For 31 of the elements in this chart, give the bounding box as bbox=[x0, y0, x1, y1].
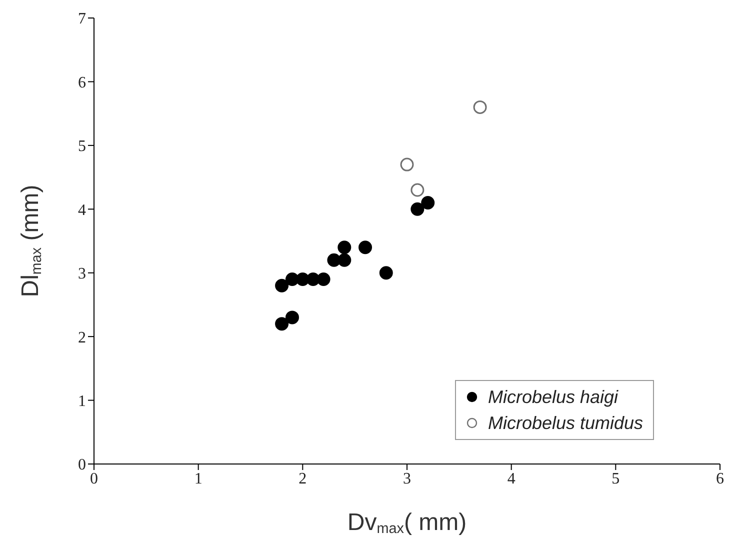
point bbox=[275, 278, 289, 292]
point bbox=[400, 158, 414, 172]
point bbox=[410, 183, 424, 197]
y-tick-label: 0 bbox=[78, 456, 86, 474]
point bbox=[338, 240, 352, 254]
x-tick-label: 6 bbox=[716, 470, 724, 488]
point bbox=[473, 100, 487, 114]
legend-label: Microbelus haigi bbox=[488, 386, 618, 409]
x-tick-label: 0 bbox=[90, 470, 98, 488]
y-tick-label: 1 bbox=[78, 392, 86, 410]
y-tick-label: 4 bbox=[78, 202, 86, 219]
x-tick-label: 1 bbox=[194, 470, 202, 488]
y-tick-label: 5 bbox=[78, 138, 86, 156]
x-axis-title: Dv$_{max}$( mm) bbox=[347, 509, 467, 537]
x-tick-label: 2 bbox=[298, 470, 307, 488]
y-tick-label: 2 bbox=[78, 329, 86, 346]
legend-label: Microbelus tumidus bbox=[488, 412, 644, 435]
point bbox=[285, 310, 299, 324]
point bbox=[316, 272, 330, 286]
point bbox=[410, 202, 424, 216]
point bbox=[379, 266, 393, 280]
x-tick-label: 5 bbox=[612, 470, 620, 488]
point bbox=[421, 196, 435, 210]
y-tick-label: 3 bbox=[78, 266, 86, 283]
point bbox=[275, 317, 289, 331]
y-tick-label: 6 bbox=[78, 74, 86, 92]
y-tick-label: 7 bbox=[78, 10, 86, 28]
x-tick-label: 4 bbox=[507, 470, 516, 488]
x-tick-label: 3 bbox=[403, 470, 411, 488]
point bbox=[338, 253, 352, 267]
point bbox=[358, 240, 372, 254]
